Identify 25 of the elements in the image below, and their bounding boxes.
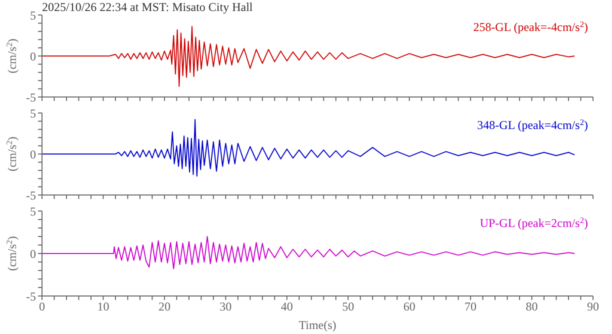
- x-axis-title: Time(s): [298, 318, 336, 332]
- x-tick-label: 60: [403, 300, 416, 314]
- annotation: UP-GL (peak=2cm/s$^{2}$): [480, 216, 588, 230]
- y-tick-label: 5: [30, 8, 36, 22]
- y-tick-label: 5: [30, 106, 36, 120]
- line-series: [42, 236, 576, 270]
- annotation: 348-GL (peak=4cm/s$^{2}$): [477, 118, 588, 132]
- x-tick-label: 0: [39, 300, 45, 314]
- annotation: 258-GL (peak=-4cm/s$^{2}$): [473, 20, 588, 34]
- x-tick-label: 70: [464, 300, 477, 314]
- y-tick-label: 5: [30, 204, 36, 218]
- x-tick-label: 90: [587, 300, 599, 314]
- x-tick-label: 80: [526, 300, 538, 314]
- y-tick-label: 0: [30, 49, 36, 64]
- y-tick-label: -5: [26, 90, 36, 104]
- x-tick-label: 50: [342, 300, 354, 314]
- y-tick-label: 0: [30, 246, 36, 261]
- y-tick-label: -5: [26, 289, 36, 304]
- y-tick-label: 0: [30, 147, 36, 162]
- chart-title: 2025/10/26 22:34 at MST: Misato City Hall: [42, 0, 254, 14]
- x-tick-label: 40: [280, 300, 293, 314]
- x-tick-label: 30: [220, 300, 232, 314]
- x-tick-label: 10: [97, 300, 110, 314]
- y-tick-label: -5: [26, 188, 36, 202]
- x-tick-label: 20: [158, 300, 170, 314]
